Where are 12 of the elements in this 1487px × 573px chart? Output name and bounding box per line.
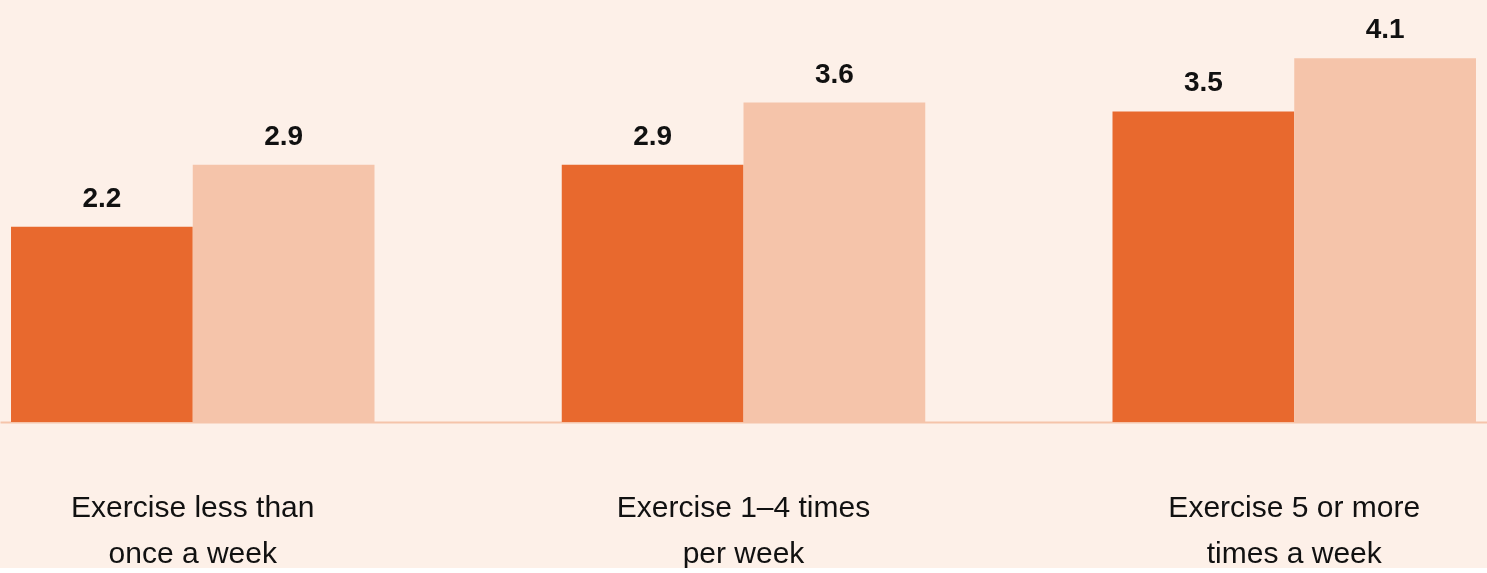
data-label: 3.6 bbox=[814, 57, 854, 89]
x-tick-label: Exercise less than once a week bbox=[71, 489, 315, 569]
bar bbox=[1112, 111, 1295, 422]
x-tick-label: Exercise 5 or more times a week bbox=[1168, 489, 1421, 569]
bar bbox=[11, 226, 193, 422]
data-label: 2.9 bbox=[264, 119, 304, 151]
data-label: 2.2 bbox=[82, 181, 122, 213]
x-tick-label: Exercise 1–4 times per week bbox=[616, 489, 871, 569]
data-label: 4.1 bbox=[1365, 13, 1405, 45]
data-label: 3.5 bbox=[1183, 66, 1223, 98]
bar bbox=[561, 164, 744, 422]
data-label: 2.9 bbox=[633, 119, 673, 151]
